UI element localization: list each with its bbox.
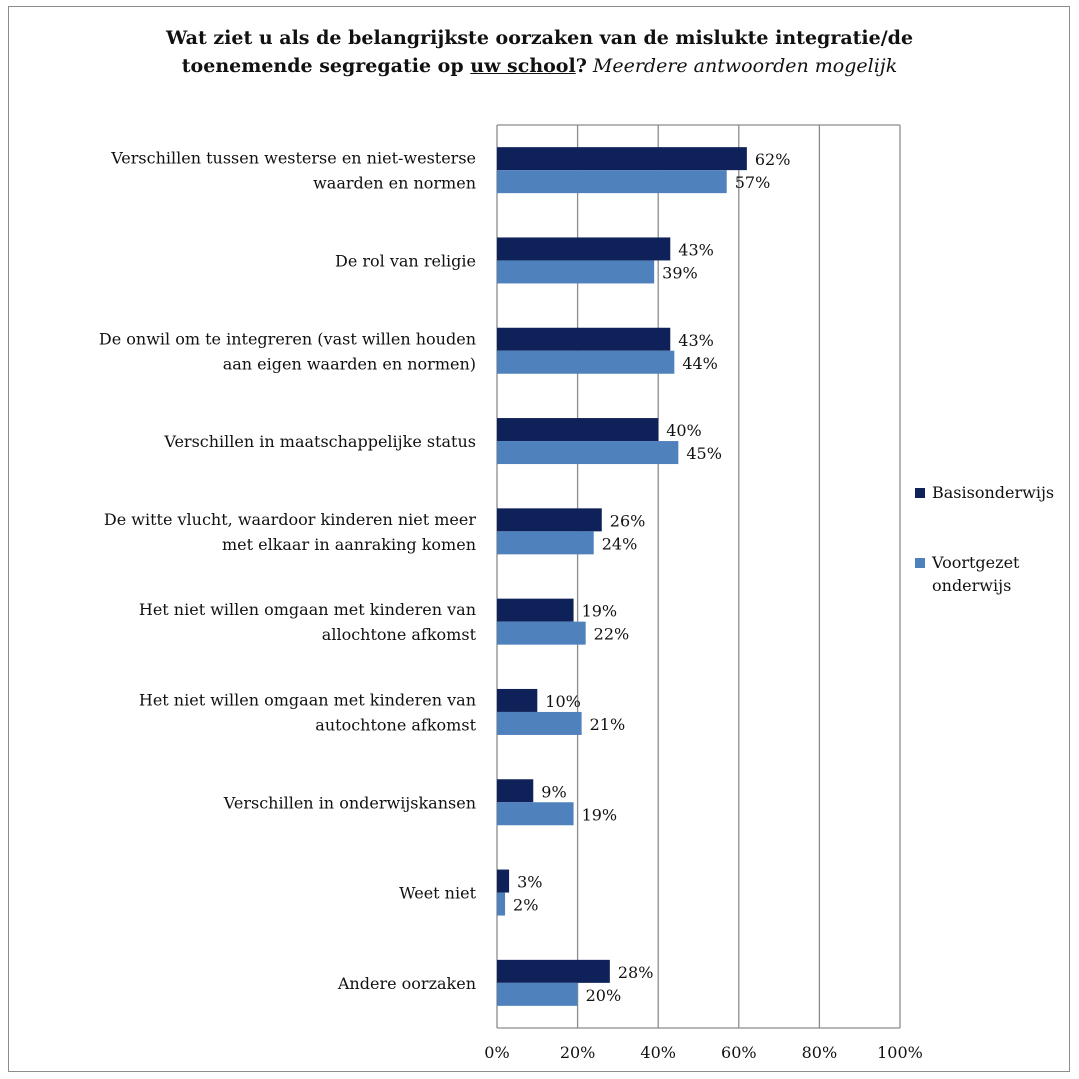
x-tick-label-80: 80% xyxy=(802,1043,838,1062)
category-label-6-line-1: autochtone afkomst xyxy=(315,715,476,734)
bar-voortgezet-3 xyxy=(497,441,679,465)
legend-swatch-voortgezet xyxy=(915,558,925,568)
bar-basis-2 xyxy=(497,327,671,351)
bar-basis-5 xyxy=(497,598,574,622)
title-line-2: toenemende segregatie op xyxy=(181,55,471,77)
category-label-4-line-0: De witte vlucht, waardoor kinderen niet … xyxy=(104,510,476,529)
category-label-4-line-1: met elkaar in aanraking komen xyxy=(222,535,476,554)
bar-basis-4 xyxy=(497,508,602,532)
value-label-basis-2: 43% xyxy=(678,331,714,350)
bar-basis-6 xyxy=(497,688,538,712)
value-label-voortgezet-3: 45% xyxy=(686,444,722,463)
category-label-5-line-1: allochtone afkomst xyxy=(322,625,477,644)
value-label-basis-3: 40% xyxy=(666,421,702,440)
value-label-voortgezet-8: 2% xyxy=(513,896,538,915)
value-label-basis-6: 10% xyxy=(545,692,581,711)
chart-title: Wat ziet u als de belangrijkste oorzaken… xyxy=(0,24,1079,80)
bar-basis-7 xyxy=(497,779,534,803)
category-label-9: Andere oorzaken xyxy=(337,974,476,993)
value-label-basis-4: 26% xyxy=(610,511,646,530)
value-label-basis-0: 62% xyxy=(755,150,791,169)
legend-swatch-basis xyxy=(915,488,925,498)
bar-voortgezet-5 xyxy=(497,621,586,645)
bar-basis-8 xyxy=(497,869,510,893)
value-label-basis-1: 43% xyxy=(678,240,714,259)
category-label-0-line-0: Verschillen tussen westerse en niet-west… xyxy=(110,149,476,168)
bar-voortgezet-6 xyxy=(497,711,582,735)
x-tick-label-40: 40% xyxy=(640,1043,676,1062)
value-label-voortgezet-7: 19% xyxy=(582,805,618,824)
value-label-basis-7: 9% xyxy=(541,782,566,801)
category-label-2-line-0: De onwil om te integreren (vast willen h… xyxy=(99,329,476,348)
bar-voortgezet-2 xyxy=(497,350,675,374)
x-tick-label-60: 60% xyxy=(721,1043,757,1062)
category-label-6-line-0: Het niet willen omgaan met kinderen van xyxy=(139,690,476,709)
x-tick-label-100: 100% xyxy=(877,1043,923,1062)
bar-voortgezet-0 xyxy=(497,170,727,194)
category-label-1: De rol van religie xyxy=(335,251,476,270)
bar-voortgezet-4 xyxy=(497,531,594,555)
value-label-voortgezet-5: 22% xyxy=(594,625,630,644)
bar-basis-3 xyxy=(497,418,659,442)
value-label-voortgezet-4: 24% xyxy=(602,534,638,553)
value-label-voortgezet-2: 44% xyxy=(682,354,718,373)
title-underlined: uw school xyxy=(470,55,576,77)
value-label-voortgezet-6: 21% xyxy=(590,715,626,734)
category-label-3: Verschillen in maatschappelijke status xyxy=(163,432,476,451)
bar-basis-1 xyxy=(497,237,671,261)
category-label-2-line-1: aan eigen waarden en normen) xyxy=(223,354,476,373)
category-label-0-line-1: waarden en normen xyxy=(313,174,476,193)
x-tick-label-0: 0% xyxy=(484,1043,509,1062)
value-label-voortgezet-9: 20% xyxy=(586,986,622,1005)
bar-voortgezet-1 xyxy=(497,260,655,284)
value-label-basis-9: 28% xyxy=(618,963,654,982)
value-label-voortgezet-0: 57% xyxy=(735,173,771,192)
category-label-7: Verschillen in onderwijskansen xyxy=(223,793,476,812)
legend-label-voortgezet-line-1: onderwijs xyxy=(932,576,1011,595)
value-label-basis-8: 3% xyxy=(517,873,542,892)
legend-label-basis: Basisonderwijs xyxy=(932,483,1054,502)
bar-voortgezet-9 xyxy=(497,982,578,1006)
legend-label-voortgezet-line-0: Voortgezet xyxy=(931,553,1020,572)
title-question-mark: ? xyxy=(575,55,587,77)
category-label-8: Weet niet xyxy=(399,884,476,903)
bar-basis-9 xyxy=(497,959,610,983)
bar-voortgezet-8 xyxy=(497,892,506,916)
category-label-5-line-0: Het niet willen omgaan met kinderen van xyxy=(139,600,476,619)
value-label-basis-5: 19% xyxy=(582,602,618,621)
title-italic-note: Meerdere antwoorden mogelijk xyxy=(586,55,898,77)
value-label-voortgezet-1: 39% xyxy=(662,263,698,282)
x-tick-label-20: 20% xyxy=(560,1043,596,1062)
title-line-1: Wat ziet u als de belangrijkste oorzaken… xyxy=(165,27,914,49)
bar-voortgezet-7 xyxy=(497,802,574,826)
bar-basis-0 xyxy=(497,147,747,171)
